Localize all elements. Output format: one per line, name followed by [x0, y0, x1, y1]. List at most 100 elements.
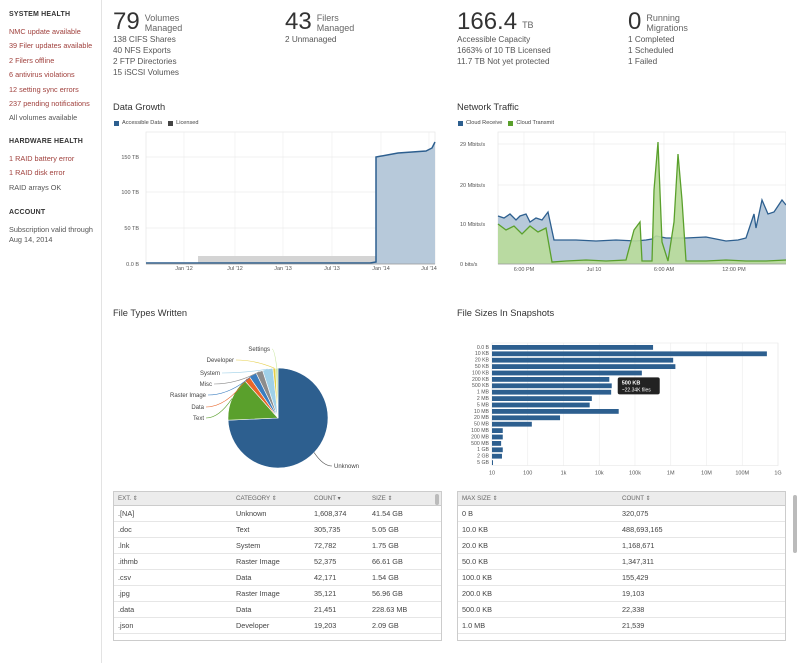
bar[interactable] — [492, 345, 654, 350]
bar[interactable] — [492, 364, 676, 369]
legend-transmit[interactable]: Cloud Transmit — [516, 120, 555, 126]
data-growth-chart[interactable]: 150 TB 100 TB 50 TB 0.0 B Jan '12 Jul '1… — [108, 130, 443, 275]
table-row[interactable]: 50.0 KB 1,347,311 — [458, 553, 785, 570]
table-cell: 228.63 MB — [368, 601, 441, 618]
file-sizes-table[interactable]: MAX SIZE ⇕ COUNT ⇕ 0 B 320,075 10.0 KB 488,… — [457, 491, 786, 641]
column-header-ext[interactable]: EXT. ⇕ — [114, 492, 232, 506]
bar[interactable] — [492, 409, 619, 414]
bar[interactable] — [492, 389, 612, 395]
table-cell: 21,539 — [618, 617, 785, 634]
table-row[interactable]: .csv Data 42,171 1.54 GB — [114, 569, 441, 586]
table-cell: Raster Image — [232, 553, 310, 570]
file-types-pie-chart[interactable]: Unknown Text Data Raster Image Misc System Dev… — [160, 340, 380, 475]
bar[interactable] — [492, 453, 502, 459]
network-traffic-chart[interactable]: 29 Mbits/s 20 Mbits/s 10 Mbits/s 0 bits/… — [456, 130, 786, 275]
y-tick: 0.0 B — [126, 262, 139, 268]
volumes-stat[interactable]: 79 Volumes Managed 138 CIFS Shares 40 NFS… — [113, 9, 182, 78]
column-header-size[interactable]: SIZE ⇕ — [368, 492, 441, 506]
legend-accessible[interactable]: Accessible Data — [122, 120, 163, 126]
sidebar-health-item[interactable]: 6 antivirus violations — [9, 70, 75, 80]
table-row[interactable]: .doc Text 305,735 5.05 GB — [114, 521, 441, 538]
bar[interactable] — [492, 383, 612, 389]
bar[interactable] — [492, 441, 502, 446]
table-cell: 320,075 — [618, 505, 785, 522]
bar[interactable] — [492, 421, 532, 427]
migrations-line: 1 Failed — [628, 57, 658, 66]
column-header-category[interactable]: CATEGORY ⇕ — [232, 492, 310, 506]
pie-leader-line — [271, 348, 278, 369]
table-row[interactable]: .[NA] Unknown 1,608,374 41.54 GB — [114, 505, 441, 522]
table-row[interactable]: 0 B 320,075 — [458, 505, 785, 522]
capacity-stat[interactable]: 166.4 TB Accessible Capacity 1663% of 10… — [457, 9, 551, 67]
table-row[interactable]: 200.0 KB 19,103 — [458, 585, 785, 602]
y-tick: 50 KB — [475, 364, 490, 370]
column-header-count[interactable]: COUNT ▾ — [310, 492, 368, 506]
pie-slice[interactable] — [275, 367, 279, 419]
column-header-max-size[interactable]: MAX SIZE ⇕ — [458, 492, 618, 506]
sidebar-health-item[interactable]: 12 setting sync errors — [9, 84, 79, 94]
table-row[interactable]: .data Data 21,451 228.63 MB — [114, 601, 441, 618]
page-scrollbar-thumb[interactable] — [793, 495, 797, 553]
bar[interactable] — [492, 415, 561, 421]
x-tick: Jul 10 — [587, 267, 602, 273]
table-row[interactable]: .json Developer 19,203 2.09 GB — [114, 617, 441, 634]
table-cell: System — [232, 537, 310, 554]
file-types-title: File Types Written — [113, 308, 188, 318]
table-row[interactable]: 100.0 KB 155,429 — [458, 569, 785, 586]
table-row[interactable]: 10.0 KB 488,693,165 — [458, 521, 785, 538]
pie-label: Settings — [248, 347, 270, 353]
x-tick: 100k — [629, 471, 641, 477]
bar[interactable] — [492, 370, 642, 376]
sidebar-health-item[interactable]: 1 RAID battery error — [9, 154, 75, 163]
bar[interactable] — [492, 402, 590, 408]
table-row[interactable]: 1.0 MB 21,539 — [458, 617, 785, 634]
pie-label: Data — [191, 405, 204, 411]
migrations-stat[interactable]: 0 Running Migrations 1 Completed 1 Schedu… — [628, 9, 688, 67]
table-row[interactable]: .lnk System 72,782 1.75 GB — [114, 537, 441, 554]
table-cell: 500.0 KB — [458, 601, 618, 618]
x-tick: Jan '13 — [274, 266, 292, 272]
y-tick: 2 MB — [477, 396, 490, 402]
table-cell: 1.75 GB — [368, 537, 441, 554]
table-row[interactable]: .ithmb Raster Image 52,375 66.61 GB — [114, 553, 441, 570]
bar[interactable] — [492, 396, 592, 401]
bar[interactable] — [492, 377, 610, 382]
legend-licensed[interactable]: Licensed — [176, 120, 199, 126]
file-types-table[interactable]: EXT. ⇕ CATEGORY ⇕ COUNT ▾ SIZE ⇕ .[NA] Un… — [113, 491, 442, 641]
table-row[interactable]: 500.0 KB 22,338 — [458, 601, 785, 618]
legend-receive[interactable]: Cloud Receive — [466, 120, 503, 126]
pie-label: System — [200, 371, 220, 377]
table-cell: 488,693,165 — [618, 521, 785, 538]
sidebar-health-item[interactable]: 1 RAID disk error — [9, 168, 65, 178]
scrollbar-thumb[interactable] — [435, 494, 439, 505]
x-tick: 100M — [735, 471, 749, 477]
filers-stat[interactable]: 43 Filers Managed 2 Unmanaged — [285, 9, 354, 45]
sidebar-health-item[interactable]: 2 Filers offline — [9, 55, 55, 65]
network-legend: Cloud Receive Cloud Transmit — [458, 120, 554, 126]
sidebar-health-item[interactable]: 39 Filer updates available — [9, 41, 93, 51]
data-growth-legend: Accessible Data Licensed — [114, 120, 199, 126]
bar[interactable] — [492, 434, 503, 440]
bar[interactable] — [492, 460, 493, 465]
sidebar-health-item[interactable]: NMC update available — [9, 27, 81, 36]
volumes-unit2: Managed — [144, 23, 183, 33]
y-tick: 100 MB — [471, 428, 489, 434]
account-heading: ACCOUNT — [9, 209, 46, 216]
capacity-line: Accessible Capacity — [457, 35, 531, 44]
table-row[interactable]: .jpg Raster Image 35,121 56.96 GB — [114, 585, 441, 602]
pie-leader-line — [205, 378, 248, 408]
column-header-count[interactable]: COUNT ⇕ — [618, 492, 785, 506]
table-cell: .lnk — [114, 537, 232, 554]
bar[interactable] — [492, 351, 767, 357]
table-cell: 42,171 — [310, 569, 368, 586]
volumes-count: 79 — [113, 8, 140, 35]
sidebar-health-item[interactable]: 237 pending notifications — [9, 99, 90, 109]
y-tick: 10 Mbits/s — [460, 222, 485, 228]
bar[interactable] — [492, 447, 503, 453]
table-row[interactable]: 20.0 KB 1,168,671 — [458, 537, 785, 554]
table-cell: 19,103 — [618, 585, 785, 602]
bar[interactable] — [492, 428, 503, 433]
y-tick: 500 KB — [472, 383, 490, 389]
bar[interactable] — [492, 357, 674, 363]
